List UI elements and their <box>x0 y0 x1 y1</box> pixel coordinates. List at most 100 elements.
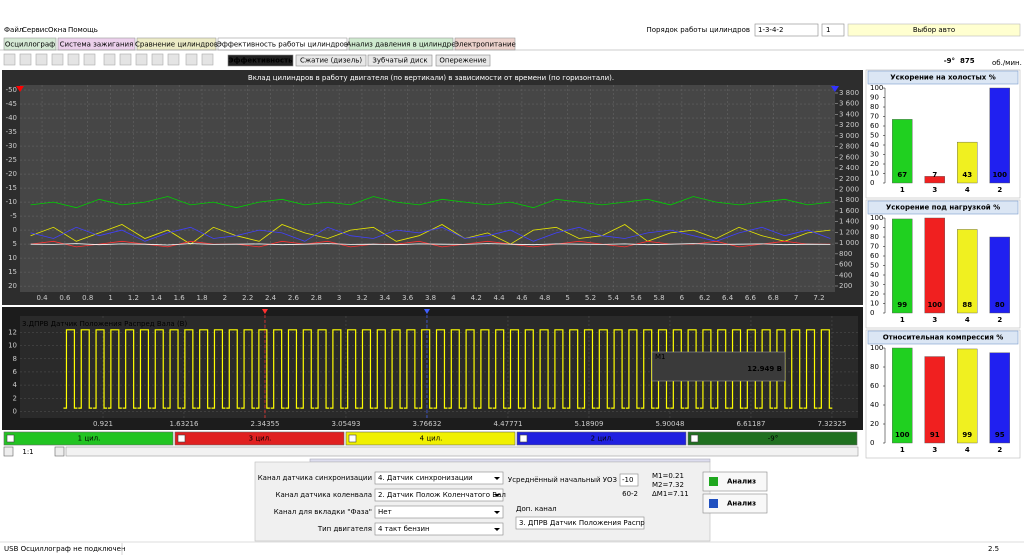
firing-order-select[interactable] <box>754 23 819 37</box>
subtab[interactable] <box>295 54 367 67</box>
subtab-label: Эффективность <box>228 57 293 65</box>
y2-tick-label: 2 600 <box>839 153 859 161</box>
pulse <box>625 329 640 409</box>
pulse <box>418 329 433 409</box>
pulse <box>359 329 374 409</box>
toolbar-icon[interactable] <box>67 53 80 66</box>
status-message: USB Осциллограф не подключен <box>4 545 126 553</box>
y2-tick-label: 2 000 <box>839 185 859 193</box>
pulse <box>167 329 182 409</box>
pulse <box>107 329 122 409</box>
toolbar-icon[interactable] <box>167 53 180 66</box>
tab-label: Анализ давления в цилиндре <box>346 41 455 49</box>
x-tick-label: 2 <box>997 186 1002 194</box>
setting-value: 4. Датчик синхронизации <box>378 474 473 482</box>
y-tick-label: 40 <box>870 141 879 149</box>
y-tick-label: 70 <box>870 113 879 121</box>
setting-select[interactable] <box>374 522 504 536</box>
h-scrollbar[interactable] <box>65 446 859 457</box>
toolbar-icon[interactable] <box>185 53 198 66</box>
value-label: 7 <box>932 171 937 179</box>
y-tick-label: 20 <box>870 160 879 168</box>
channel-toggle[interactable] <box>345 431 516 446</box>
y-tick-label: 0 <box>13 407 17 415</box>
extra-channel-select[interactable] <box>515 516 645 530</box>
channel-toggle[interactable] <box>687 431 858 446</box>
x-tick-label: 2.34355 <box>250 420 279 428</box>
bar <box>924 217 945 314</box>
toolbar-icon[interactable] <box>3 53 16 66</box>
cylinder-spin[interactable] <box>821 23 845 37</box>
channel-toggle[interactable] <box>174 431 345 446</box>
car-select[interactable] <box>847 23 1021 37</box>
channel-checkbox[interactable] <box>348 434 357 443</box>
toolbar-icon[interactable] <box>135 53 148 66</box>
bar <box>892 218 913 314</box>
h-scroll-strip[interactable] <box>309 458 711 463</box>
setting-select[interactable] <box>374 488 504 502</box>
y-tick-label: 90 <box>870 224 879 232</box>
dropdown-arrow <box>494 494 500 497</box>
zoom-out[interactable] <box>3 446 14 457</box>
subtab[interactable] <box>227 54 294 67</box>
pulse <box>566 329 581 409</box>
rpm-unit: об./мин. <box>992 59 1022 67</box>
toolbar-icon[interactable] <box>35 53 48 66</box>
y-tick-label: 100 <box>870 344 883 352</box>
setting-label: Канал датчика синхронизации <box>258 474 372 482</box>
value-label: 80 <box>995 301 1005 309</box>
pulse <box>63 329 78 409</box>
x-tick-label: 4.4 <box>494 294 506 302</box>
channel-checkbox[interactable] <box>690 434 699 443</box>
pulse <box>685 329 700 409</box>
value-label: 88 <box>962 301 972 309</box>
cursor-handle[interactable] <box>423 309 430 314</box>
x-tick-label: 4.47771 <box>493 420 522 428</box>
y-tick-label: -35 <box>6 128 17 136</box>
y-tick-label: 15 <box>8 268 17 276</box>
pulse <box>448 329 463 409</box>
channel-toggle[interactable] <box>3 431 174 446</box>
analyze-button[interactable] <box>702 493 768 514</box>
channel-checkbox[interactable] <box>177 434 186 443</box>
x-tick-label: 5.2 <box>585 294 596 302</box>
pulse <box>181 329 196 409</box>
y2-tick-label: 1 600 <box>839 207 859 215</box>
setting-select[interactable] <box>374 471 504 485</box>
toolbar-icon[interactable] <box>119 53 132 66</box>
x-tick-label: 5.18909 <box>574 420 603 428</box>
tab-label: Система зажигания <box>60 41 134 49</box>
bar <box>924 176 945 184</box>
analyze-button[interactable] <box>702 471 768 492</box>
y2-tick-label: 200 <box>839 282 852 290</box>
dropdown-arrow <box>494 477 500 480</box>
channel-checkbox[interactable] <box>519 434 528 443</box>
setting-select[interactable] <box>374 505 504 519</box>
pulse <box>211 329 226 409</box>
bar-title: Ускорение на холостых % <box>890 74 996 82</box>
toolbar-icon[interactable] <box>51 53 64 66</box>
subtab[interactable] <box>367 54 433 67</box>
tab-label: Эффективность работы цилиндров <box>217 41 348 49</box>
value-label: 100 <box>895 431 910 439</box>
subtab-label: Зубчатый диск <box>372 57 427 65</box>
zoom-in[interactable] <box>54 446 65 457</box>
dropdown-arrow <box>494 511 500 514</box>
channel-checkbox[interactable] <box>6 434 15 443</box>
setting-label: Канал для вкладки "Фаза" <box>274 508 372 516</box>
channel-toggle[interactable] <box>516 431 687 446</box>
y-tick-label: 20 <box>870 420 879 428</box>
pulse <box>344 329 359 409</box>
y-tick-label: -40 <box>6 114 17 122</box>
toolbar-icon[interactable] <box>151 53 164 66</box>
toolbar-icon[interactable] <box>19 53 32 66</box>
rpm-readout: 875 <box>960 57 975 65</box>
toolbar-icon[interactable] <box>103 53 116 66</box>
cursor-handle[interactable] <box>261 309 268 314</box>
subtab[interactable] <box>435 54 491 67</box>
toolbar-icon[interactable] <box>201 53 214 66</box>
y-tick-label: -15 <box>6 184 17 192</box>
advance-spin[interactable] <box>619 473 639 487</box>
toolbar-icon[interactable] <box>83 53 96 66</box>
